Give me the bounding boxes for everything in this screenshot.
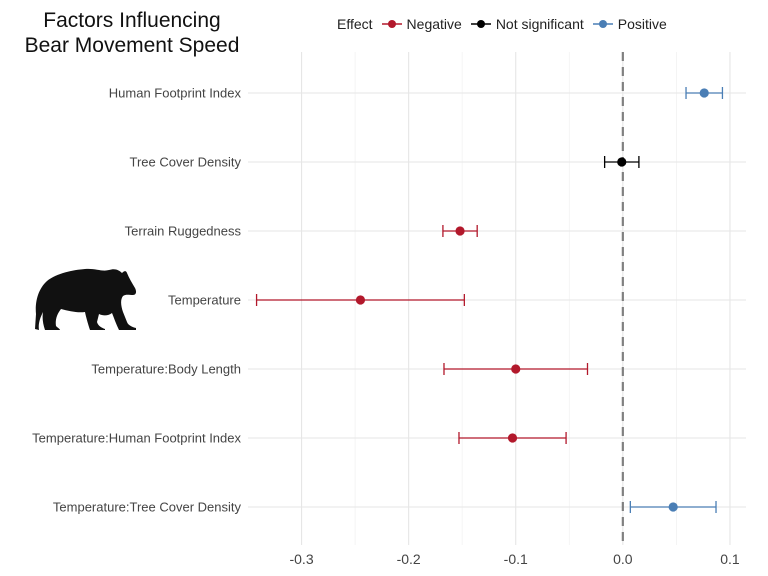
chart-title-line-1: Factors Influencing [43,9,221,32]
legend-key-positive [592,20,613,28]
chart-title-line-2: Bear Movement Speed [24,34,240,57]
legend: Effect Negative Not significant Positive [337,15,675,33]
x-tick-label: 0.1 [720,551,740,567]
legend-label-not-significant: Not significant [495,16,584,32]
y-tick-label: Human Footprint Index [108,85,241,101]
y-tick-label: Temperature:Human Footprint Index [32,430,241,446]
x-tick-label: -0.3 [289,551,314,567]
estimate-point [668,502,678,512]
legend-item-positive: Positive [592,16,667,32]
legend-label-negative: Negative [406,16,462,32]
bear-silhouette-icon [35,268,137,330]
y-tick-label: Temperature [168,292,241,308]
estimate-point [511,364,521,374]
y-tick-label: Terrain Ruggedness [124,223,241,239]
y-tick-label: Temperature:Body Length [91,361,241,377]
legend-item-not-significant: Not significant [470,16,584,32]
estimate-point [617,157,627,167]
estimate-point [455,226,465,236]
y-tick-label: Tree Cover Density [129,154,242,170]
legend-title: Effect [337,16,373,32]
estimate-point [699,88,709,98]
x-tick-label: -0.1 [503,551,528,567]
legend-label-positive: Positive [617,16,667,32]
legend-key-not-significant [470,20,491,28]
chart-title: Factors Influencing Bear Movement Speed [10,8,254,58]
legend-key-negative [381,20,402,28]
estimate-point [355,295,366,305]
y-tick-label: Temperature:Tree Cover Density [52,499,241,515]
estimate-point [507,433,518,443]
x-tick-label: 0.0 [613,551,633,567]
x-tick-label: -0.2 [396,551,421,567]
legend-item-negative: Negative [381,16,462,32]
